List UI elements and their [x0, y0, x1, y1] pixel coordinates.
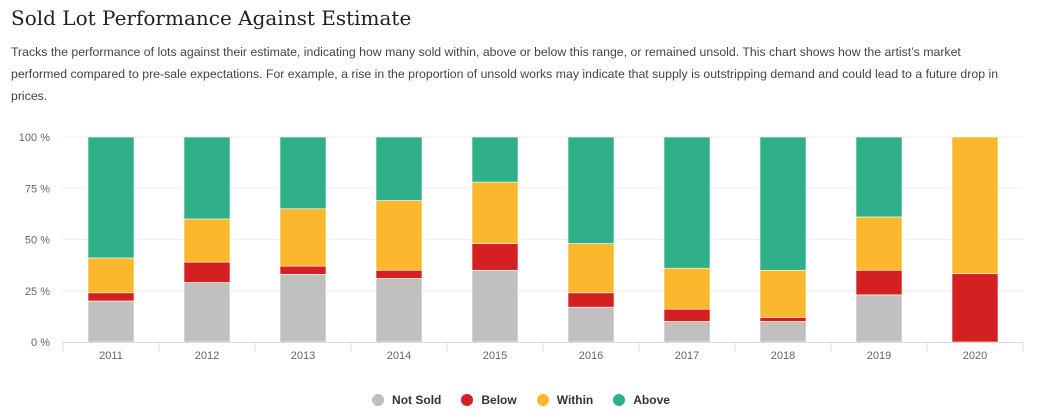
y-tick-label: 0 % [31, 337, 50, 349]
bar-segment-above-2018[interactable] [759, 136, 807, 271]
legend-label: Below [481, 393, 517, 407]
bar-segment-within-2014[interactable] [375, 200, 423, 271]
x-tick-label: 2011 [99, 350, 123, 362]
legend: Not Sold Below Within Above [0, 393, 1042, 407]
bar-segment-above-2017[interactable] [663, 136, 711, 269]
x-tick-label: 2012 [195, 350, 219, 362]
bar-segment-above-2016[interactable] [567, 136, 615, 244]
legend-label: Within [556, 393, 594, 407]
x-tick-label: 2013 [291, 350, 315, 362]
legend-label: Not Sold [392, 393, 442, 407]
bar-segment-above-2012[interactable] [183, 136, 231, 220]
y-tick-label: 50 % [25, 235, 50, 247]
legend-swatch-icon [461, 394, 474, 406]
bar-segment-not-sold-2011[interactable] [87, 300, 135, 343]
bar-segment-within-2020[interactable] [951, 136, 999, 275]
bar-segment-not-sold-2019[interactable] [855, 294, 903, 343]
legend-swatch-icon [372, 394, 385, 406]
bar-segment-within-2016[interactable] [567, 243, 615, 294]
bar-segment-within-2011[interactable] [87, 257, 135, 294]
x-tick-label: 2015 [483, 350, 507, 362]
x-tick-label: 2017 [675, 350, 699, 362]
bar-segment-below-2014[interactable] [375, 269, 423, 279]
chart-description: Tracks the performance of lots against t… [11, 45, 999, 103]
bar-segment-not-sold-2018[interactable] [759, 321, 807, 343]
bar-segment-not-sold-2012[interactable] [183, 282, 231, 343]
bar-segment-within-2012[interactable] [183, 218, 231, 263]
bar-segment-within-2019[interactable] [855, 216, 903, 271]
x-tick-label: 2016 [579, 350, 603, 362]
bar-segment-above-2013[interactable] [279, 136, 327, 210]
x-tick-label: 2018 [771, 350, 795, 362]
legend-label: Above [633, 393, 670, 407]
y-tick-label: 75 % [25, 183, 50, 195]
bar-segment-above-2014[interactable] [375, 136, 423, 201]
x-tick-label: 2014 [387, 350, 411, 362]
y-tick-label: 100 % [19, 132, 50, 144]
bar-segment-below-2013[interactable] [279, 265, 327, 275]
bar-segment-above-2015[interactable] [471, 136, 519, 183]
x-axis: 2011 2012 2013 2014 2015 2016 2017 2018 2019 2020 [62, 342, 1024, 362]
bar-segment-within-2013[interactable] [279, 208, 327, 267]
legend-item-below[interactable]: Below [461, 393, 517, 407]
bar-segment-below-2015[interactable] [471, 243, 519, 271]
bar-segment-below-2011[interactable] [87, 292, 135, 302]
legend-item-not-sold[interactable]: Not Sold [372, 393, 441, 407]
bar-segment-not-sold-2017[interactable] [663, 321, 711, 343]
bar-segment-not-sold-2013[interactable] [279, 274, 327, 343]
legend-item-above[interactable]: Above [613, 393, 670, 407]
legend-swatch-icon [536, 394, 549, 406]
bar-segment-below-2017[interactable] [663, 308, 711, 322]
bar-segment-below-2020[interactable] [951, 273, 999, 343]
bar-segment-above-2019[interactable] [855, 136, 903, 218]
bar-segment-not-sold-2015[interactable] [471, 269, 519, 343]
bars [87, 136, 999, 343]
y-axis: 0 % 25 % 50 % 75 % 100 % [19, 132, 50, 349]
bar-segment-within-2017[interactable] [663, 267, 711, 310]
legend-item-within[interactable]: Within [536, 393, 594, 407]
bar-segment-below-2012[interactable] [183, 261, 231, 283]
stacked-bar-chart: 0 %25 %50 %75 %100 % 2011 2012 2013 2014 201… [19, 132, 1024, 362]
bar-segment-below-2019[interactable] [855, 269, 903, 296]
x-tick-label: 2020 [963, 350, 987, 362]
bar-segment-below-2018[interactable] [759, 317, 807, 322]
bar-segment-within-2018[interactable] [759, 269, 807, 318]
y-tick-label: 25 % [25, 286, 50, 298]
legend-swatch-icon [613, 394, 626, 406]
bar-segment-below-2016[interactable] [567, 292, 615, 308]
x-tick-label: 2019 [867, 350, 891, 362]
bar-segment-above-2011[interactable] [87, 136, 135, 259]
bar-segment-not-sold-2014[interactable] [375, 278, 423, 343]
chart-title: Sold Lot Performance Against Estimate [11, 6, 412, 30]
bar-segment-within-2015[interactable] [471, 181, 519, 244]
bar-segment-not-sold-2016[interactable] [567, 306, 615, 343]
